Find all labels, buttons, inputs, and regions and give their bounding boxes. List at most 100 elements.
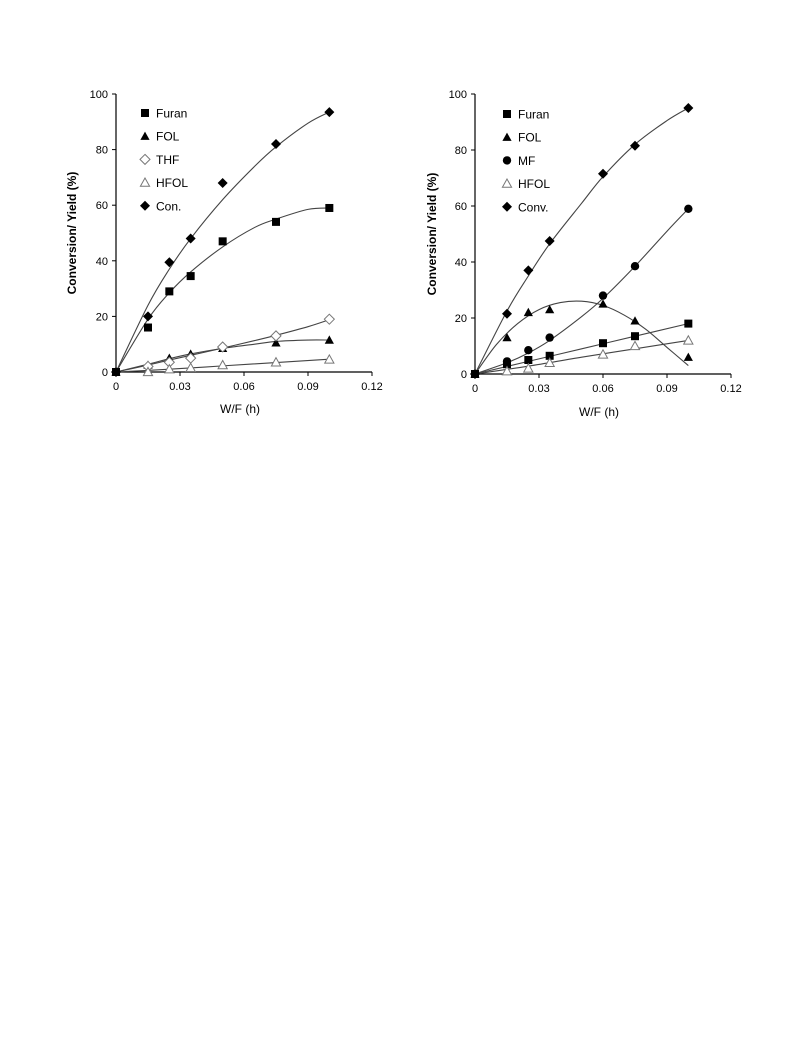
chart-left-ytick-label: 60 [96, 200, 108, 212]
chart-right-xtick-label: 0.09 [656, 383, 677, 395]
chart-right-point-furan [631, 332, 639, 341]
chart-left-xlabel: W/F (h) [220, 402, 260, 416]
chart-right-fit-furan [474, 323, 689, 375]
chart-right-point-mf [502, 357, 512, 366]
chart-right-point-mf [684, 204, 693, 213]
chart-left-point-con [164, 257, 175, 268]
chart-left-xtick-label: 0.06 [233, 381, 254, 393]
chart-left-ylabel: Conversion/ Yield (%) [65, 172, 79, 295]
chart-left-ytick-label: 40 [96, 256, 108, 268]
chart-right-point-furan [684, 319, 693, 328]
chart-right-point-furan [545, 351, 554, 360]
chart-right-xtick-label: 0.06 [592, 383, 613, 395]
chart-right-point-conv [544, 236, 555, 246]
chart-left-point-con [271, 139, 281, 150]
chart-left-point-con [324, 107, 335, 118]
chart-left-point-thf [216, 341, 229, 353]
chart-left-legend-label-thf: THF [156, 153, 179, 167]
chart-right-ytick-label: 0 [461, 369, 467, 381]
chart-right-xtick-label: 0 [472, 383, 478, 395]
chart-left-xtick-label: 0.03 [169, 381, 190, 393]
figure: 0 20 40 60 80 100 0 0.03 0.06 0.09 0.12 W/F (h) Conv… [0, 0, 793, 440]
chart-right-point-hfol [522, 362, 534, 373]
chart-left-point-con [143, 311, 153, 322]
chart-right-point-furan [524, 356, 533, 364]
chart-left-point-hfol [185, 362, 197, 373]
chart-left-legend-marker-hfol [139, 176, 151, 187]
chart-right-xtick-label: 0.12 [720, 383, 741, 395]
chart-right-legend-label-fol: FOL [518, 131, 542, 145]
chart-right-legend-marker-hfol [501, 177, 513, 188]
chart-right-point-hfol [682, 334, 694, 345]
chart-left-point-thf [270, 330, 282, 342]
chart-left-ytick-label: 100 [90, 89, 108, 101]
chart-right-legend-marker-fol [502, 132, 512, 141]
chart-left-point-fol [324, 335, 334, 344]
chart-right-point-fol [523, 307, 533, 317]
chart-right-point-mf [524, 346, 533, 355]
chart-right-legend-label-hfol: HFOL [518, 177, 550, 191]
chart-right-fit-hfol [474, 339, 689, 375]
chart-left-point-fol [271, 338, 281, 347]
chart-left-legend-marker-furan [141, 109, 149, 117]
chart-right-ytick-label: 100 [449, 89, 467, 101]
chart-left-legend-marker-thf [139, 153, 151, 166]
chart-right-point-conv [630, 140, 640, 151]
chart-left-point-hfol [163, 363, 175, 374]
chart-left-point-con [111, 367, 121, 377]
chart-left-ytick-label: 80 [96, 145, 108, 157]
chart-right-legend-label-furan: Furan [518, 108, 549, 122]
chart-left-point-hfol [142, 366, 154, 377]
chart-right-point-fol [630, 316, 640, 325]
chart-right-fit-mf [474, 208, 689, 375]
chart-left-ytick-label: 0 [102, 367, 108, 379]
chart-right-legend-marker-conv [502, 201, 512, 212]
chart-right-point-furan [599, 339, 607, 348]
chart-left-point-thf [323, 313, 336, 325]
chart-left-legend-label-hfol: HFOL [156, 176, 188, 190]
chart-left-fit-con [115, 111, 330, 373]
chart-right-point-conv [683, 103, 694, 113]
chart-left-legend-label-fol: FOL [156, 130, 180, 144]
chart-right-point-fol [545, 305, 555, 314]
chart-right-fit-conv [474, 107, 689, 375]
chart-right-legend-marker-mf [502, 156, 512, 165]
chart-right-point-hfol [501, 365, 513, 376]
chart-left-point-furan [186, 272, 195, 281]
chart-left-point-furan [325, 203, 334, 212]
chart-right-xlabel: W/F (h) [579, 405, 619, 419]
chart-right-point-conv [502, 308, 512, 319]
chart-left-point-hfol [217, 359, 229, 370]
chart-left: 0 20 40 60 80 100 0 0.03 0.06 0.09 0.12 W/F (h) Conv… [65, 89, 742, 419]
chart-right-ytick-label: 60 [455, 201, 467, 213]
chart-right-point-conv [523, 265, 534, 276]
chart-right-point-mf [630, 262, 640, 271]
chart-left-panel: 0 20 40 60 80 100 0 0.03 0.06 0.09 0.12 W/F (h) Conv… [65, 89, 383, 416]
chart-right-point-conv [598, 168, 608, 179]
chart-left-xtick-label: 0.09 [297, 381, 318, 393]
chart-right-point-mf [598, 291, 608, 300]
chart-right-point-fol [598, 299, 608, 308]
chart-left-legend-label-furan: Furan [156, 107, 187, 121]
chart-right-point-conv [470, 369, 480, 379]
chart-right-point-hfol [629, 340, 641, 351]
chart-right-ytick-label: 40 [455, 257, 467, 269]
chart-right-fit-fol [474, 300, 689, 375]
chart-right-ytick-label: 80 [455, 145, 467, 157]
chart-right-ytick-label: 20 [455, 313, 467, 325]
chart-right-xtick-label: 0.03 [528, 383, 549, 395]
chart-left-legend-marker-fol [140, 131, 150, 140]
chart-left-point-furan [144, 323, 152, 332]
chart-left-point-furan [272, 217, 280, 226]
chart-left-point-con [185, 233, 196, 244]
chart-right-point-hfol [544, 357, 556, 367]
chart-right-point-mf [545, 333, 554, 342]
chart-left-xtick-label: 0 [113, 381, 119, 393]
chart-right-point-hfol [597, 348, 609, 359]
chart-left-point-con [217, 177, 228, 188]
chart-right-legend-marker-furan [503, 110, 511, 118]
chart-left-fit-furan [115, 207, 330, 373]
chart-left-legend-marker-con [140, 200, 150, 211]
chart-left-legend-label-con: Con. [156, 199, 181, 213]
chart-right-legend-label-conv: Conv. [518, 200, 548, 214]
